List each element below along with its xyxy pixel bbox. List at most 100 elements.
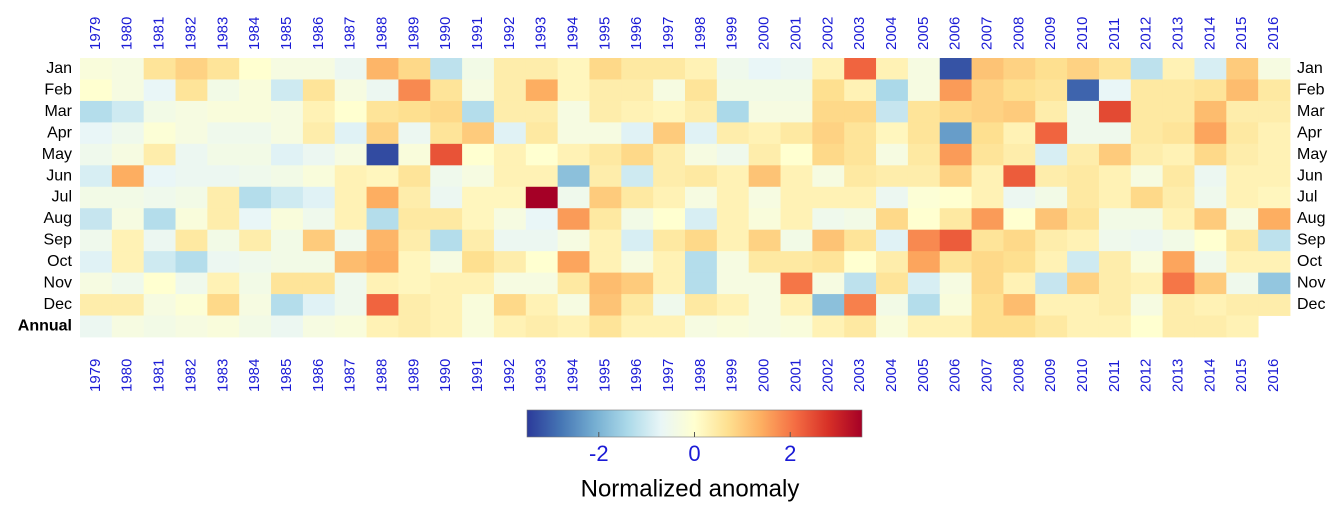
heatmap-cell — [430, 251, 463, 274]
heatmap-cell — [1098, 294, 1132, 316]
heatmap-cell — [334, 294, 367, 316]
y-tick-label: Jul — [1297, 189, 1317, 206]
heatmap-cell — [716, 294, 750, 316]
heatmap-cell — [748, 58, 781, 80]
heatmap-cell — [143, 208, 176, 231]
heatmap-cell — [971, 229, 1004, 252]
heatmap-cell — [143, 122, 176, 145]
heatmap-cell — [462, 165, 495, 188]
x-tick-label: 2002 — [819, 359, 836, 392]
heatmap-cell — [334, 165, 367, 188]
y-tick-label: Mar — [44, 103, 72, 120]
heatmap-cell — [493, 315, 527, 338]
heatmap-cell — [1162, 143, 1195, 166]
heatmap-cell — [1162, 272, 1195, 295]
heatmap-cell — [1194, 58, 1227, 80]
heatmap-cell — [143, 186, 176, 209]
heatmap-cell — [366, 208, 399, 231]
heatmap-cell — [462, 100, 495, 123]
heatmap-cell — [239, 315, 272, 338]
heatmap-cell — [557, 272, 590, 295]
x-tick-label: 2014 — [1201, 17, 1218, 50]
heatmap-cell — [175, 294, 208, 316]
heatmap-cell — [175, 58, 208, 80]
heatmap-cell — [939, 229, 972, 252]
x-tick-label: 2012 — [1138, 17, 1155, 50]
heatmap-cell — [493, 143, 527, 166]
heatmap-cell — [621, 79, 654, 102]
x-tick-label: 1984 — [246, 359, 263, 392]
heatmap-cell — [1067, 272, 1100, 295]
heatmap-cell — [939, 122, 972, 145]
heatmap-cell — [844, 251, 877, 274]
heatmap-cell — [366, 165, 399, 188]
heatmap-cell — [398, 272, 431, 295]
heatmap-cell — [430, 165, 463, 188]
heatmap-cell — [812, 229, 845, 252]
heatmap-cell — [80, 272, 113, 295]
heatmap-cell — [525, 208, 559, 231]
heatmap-cell — [1258, 58, 1291, 80]
heatmap-cell — [971, 58, 1004, 80]
heatmap-cell — [557, 229, 590, 252]
heatmap-cell — [1035, 315, 1068, 338]
heatmap-cell — [1003, 58, 1036, 80]
heatmap-cell — [111, 208, 145, 231]
heatmap-cell — [1035, 229, 1068, 252]
heatmap-cell — [271, 100, 304, 123]
heatmap-cell — [111, 186, 145, 209]
heatmap-cell — [111, 143, 145, 166]
heatmap-cell — [1098, 251, 1132, 274]
heatmap-cell — [748, 251, 781, 274]
heatmap-cell — [971, 294, 1004, 316]
x-tick-label: 1985 — [278, 17, 295, 50]
heatmap-cell — [143, 165, 176, 188]
heatmap-cell — [1258, 251, 1291, 274]
x-tick-label: 1982 — [182, 17, 199, 50]
heatmap-cell — [1194, 143, 1227, 166]
heatmap-cell — [780, 79, 813, 102]
heatmap-cell — [1067, 100, 1100, 123]
heatmap-cell — [462, 122, 495, 145]
x-tick-label: 1981 — [151, 359, 168, 392]
heatmap-cell — [1035, 186, 1068, 209]
heatmap-cell — [971, 122, 1004, 145]
heatmap-cell — [685, 165, 718, 188]
heatmap-cell — [1194, 186, 1227, 209]
x-tick-label: 1986 — [310, 17, 327, 50]
heatmap-cell — [207, 208, 240, 231]
heatmap-cell — [398, 79, 431, 102]
heatmap-cell — [80, 251, 113, 274]
heatmap-cell — [939, 186, 972, 209]
heatmap-cell — [1067, 122, 1100, 145]
heatmap-cell — [1035, 208, 1068, 231]
heatmap-cell — [939, 58, 972, 80]
heatmap-cell — [971, 165, 1004, 188]
heatmap-cell — [80, 100, 113, 123]
x-tick-label: 1983 — [214, 17, 231, 50]
heatmap-cell — [748, 272, 781, 295]
heatmap-cell — [239, 251, 272, 274]
heatmap-cell — [812, 58, 845, 80]
heatmap-cell — [589, 272, 622, 295]
heatmap-cell — [1162, 229, 1195, 252]
heatmap-cell — [1035, 251, 1068, 274]
heatmap-cell — [334, 315, 367, 338]
heatmap-cell — [1226, 272, 1259, 295]
heatmap-cell — [1098, 58, 1132, 80]
heatmap-cell — [143, 315, 176, 338]
heatmap-cell — [1003, 79, 1036, 102]
heatmap-cell — [1035, 58, 1068, 80]
heatmap-cell — [1162, 165, 1195, 188]
heatmap-cell — [844, 122, 877, 145]
heatmap-cell — [685, 79, 718, 102]
heatmap-cell — [366, 79, 399, 102]
x-tick-label: 2006 — [947, 17, 964, 50]
y-tick-label: Oct — [47, 253, 72, 270]
y-tick-label: Jan — [1297, 60, 1323, 77]
heatmap-cell — [175, 122, 208, 145]
heatmap-cell — [366, 186, 399, 209]
heatmap-cell — [525, 229, 559, 252]
heatmap-cell — [1162, 79, 1195, 102]
heatmap-cell — [716, 79, 750, 102]
